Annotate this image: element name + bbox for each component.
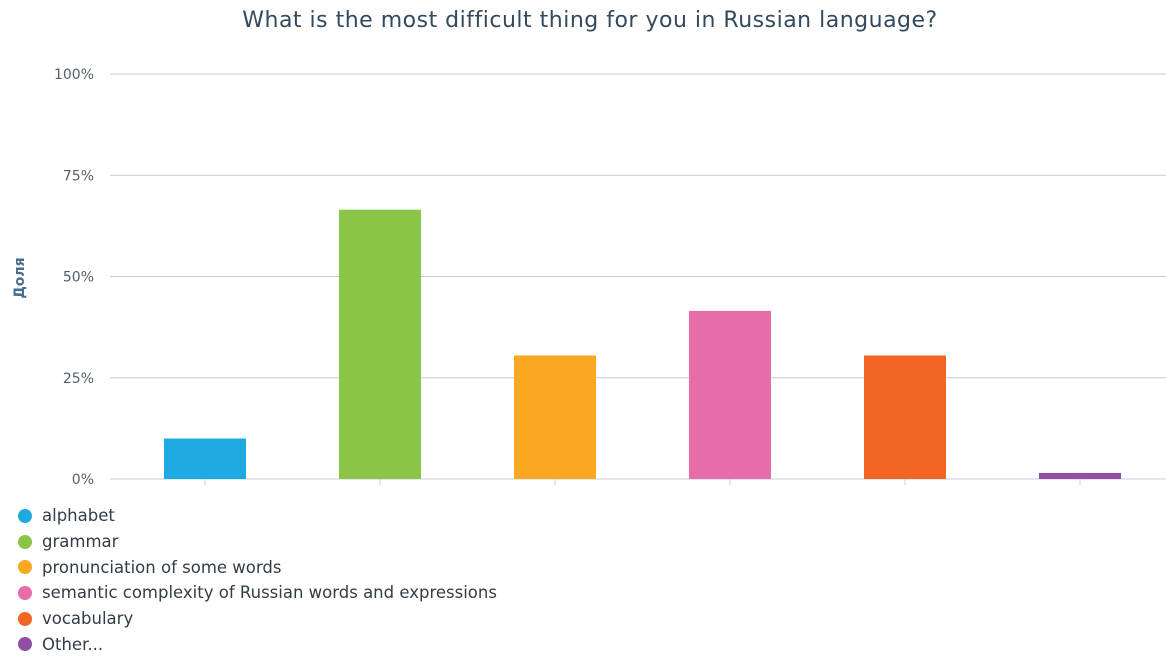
legend-swatch-icon — [18, 534, 32, 549]
y-axis-ticks: 0% 25% 50% 75% 100% — [54, 67, 94, 488]
legend-swatch-icon — [18, 611, 32, 626]
legend-label: Other... — [42, 634, 104, 654]
legend-label: grammar — [42, 532, 119, 552]
legend-swatch-icon — [18, 560, 32, 575]
legend-swatch-icon — [18, 637, 32, 652]
bar[interactable] — [689, 310, 771, 479]
legend-label: semantic complexity of Russian words and… — [42, 583, 497, 603]
legend-swatch-icon — [18, 508, 32, 523]
bar[interactable] — [514, 355, 596, 479]
legend-item[interactable]: vocabulary — [18, 606, 497, 632]
legend-item[interactable]: semantic complexity of Russian words and… — [18, 580, 497, 606]
legend-label: pronunciation of some words — [42, 557, 282, 577]
y-tick-label: 25% — [63, 371, 94, 387]
bar[interactable] — [164, 438, 246, 480]
y-axis-label: Доля — [12, 257, 28, 298]
y-tick-label: 50% — [63, 270, 94, 286]
bar[interactable] — [1039, 472, 1121, 479]
y-tick-label: 100% — [54, 67, 94, 83]
gridlines — [110, 73, 1166, 480]
legend-label: vocabulary — [42, 609, 134, 629]
chart-title: What is the most difficult thing for you… — [242, 8, 938, 33]
legend-item[interactable]: grammar — [18, 529, 497, 555]
bars — [164, 209, 1121, 480]
legend-item[interactable]: pronunciation of some words — [18, 554, 497, 580]
legend-item[interactable]: alphabet — [18, 503, 497, 529]
legend-item[interactable]: Other... — [18, 631, 497, 657]
bar[interactable] — [339, 209, 421, 480]
y-tick-label: 0% — [72, 472, 94, 488]
x-axis-ticks — [204, 479, 1081, 485]
y-tick-label: 75% — [63, 168, 94, 184]
legend: alphabet grammar pronunciation of some wor… — [18, 503, 497, 657]
bar[interactable] — [864, 355, 946, 479]
legend-swatch-icon — [18, 585, 32, 600]
legend-label: alphabet — [42, 506, 115, 526]
